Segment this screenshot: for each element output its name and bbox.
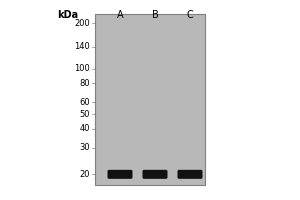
Text: C: C xyxy=(187,10,194,20)
Text: A: A xyxy=(117,10,123,20)
Bar xyxy=(95,14,205,185)
Text: 50: 50 xyxy=(80,110,90,119)
Text: 100: 100 xyxy=(74,64,90,73)
Text: 20: 20 xyxy=(80,170,90,179)
Text: 140: 140 xyxy=(74,42,90,51)
Text: 40: 40 xyxy=(80,124,90,133)
FancyBboxPatch shape xyxy=(107,170,133,179)
Text: 30: 30 xyxy=(80,143,90,152)
Text: 60: 60 xyxy=(80,98,90,107)
FancyBboxPatch shape xyxy=(178,170,203,179)
FancyBboxPatch shape xyxy=(142,170,167,179)
Text: 200: 200 xyxy=(74,19,90,28)
Text: 80: 80 xyxy=(80,79,90,88)
Text: B: B xyxy=(152,10,158,20)
Text: kDa: kDa xyxy=(57,10,78,20)
